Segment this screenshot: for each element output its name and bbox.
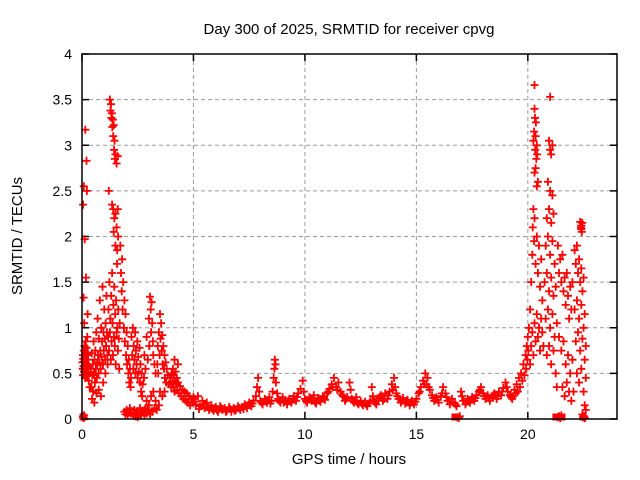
x-tick-label: 0 <box>78 426 86 442</box>
y-tick-label: 1 <box>64 320 72 336</box>
zero-cluster-markers <box>79 413 587 421</box>
plot-border <box>81 53 618 420</box>
zero-cluster-square <box>558 413 566 421</box>
y-tick-label: 3.5 <box>53 92 73 108</box>
zero-cluster-square <box>79 413 87 421</box>
y-tick-label: 2 <box>64 229 72 245</box>
x-tick-label: 5 <box>190 426 198 442</box>
y-tick-label: 4 <box>64 46 72 62</box>
y-tick-label: 2.5 <box>53 183 73 199</box>
x-tick-label: 20 <box>520 426 536 442</box>
y-tick-label: 0 <box>64 411 72 427</box>
x-axis-label: GPS time / hours <box>292 451 406 468</box>
x-tick-label: 15 <box>409 426 425 442</box>
zero-cluster-square <box>451 413 459 421</box>
x-tick-label: 10 <box>297 426 313 442</box>
y-tick-label: 0.5 <box>53 365 73 381</box>
y-tick-label: 3 <box>64 137 72 153</box>
zero-cluster-square <box>552 413 560 421</box>
y-axis-tick-labels: 0 0.5 1 1.5 2 2.5 3 3.5 4 <box>53 46 73 427</box>
plus-markers-path <box>78 81 590 423</box>
scatter-points <box>78 81 590 423</box>
x-axis-tick-labels: 0 5 10 15 20 <box>78 426 536 442</box>
zero-cluster-square <box>579 413 587 421</box>
chart-title: Day 300 of 2025, SRMTID for receiver cpv… <box>204 21 495 38</box>
y-axis-label: SRMTID / TECUs <box>9 177 26 295</box>
y-tick-label: 1.5 <box>53 274 73 290</box>
